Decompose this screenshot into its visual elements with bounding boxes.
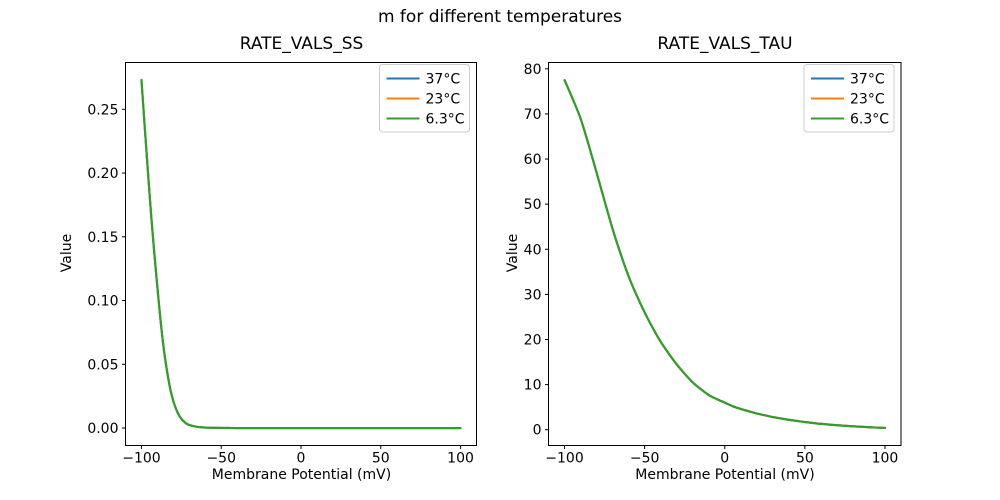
series-line-6.3c bbox=[563, 79, 887, 429]
legend-label: 23°C bbox=[426, 92, 461, 108]
subplot-title-rate-vals-tau: RATE_VALS_TAU bbox=[657, 34, 793, 54]
legend-label: 23°C bbox=[850, 92, 885, 108]
legend: 37°C 23°C 6.3°C bbox=[803, 64, 895, 133]
axes-frame bbox=[548, 62, 902, 446]
subplot-0: −100 −50 0 50 100 0.00 0.05 0.10 0.15 0.20 0.25 37°… bbox=[87, 62, 477, 467]
y-tick-label: 80 bbox=[524, 62, 542, 78]
y-tick-label: 0.20 bbox=[87, 166, 118, 182]
y-tick-label: 0.15 bbox=[87, 230, 118, 246]
x-tick-label: −50 bbox=[206, 451, 236, 467]
x-tick-label: 50 bbox=[372, 451, 390, 467]
y-tick-label: 0.10 bbox=[87, 294, 118, 310]
y-tick-label: 20 bbox=[524, 332, 542, 348]
legend-box bbox=[379, 64, 470, 133]
x-tick-label: 100 bbox=[447, 451, 474, 467]
legend-label: 37°C bbox=[426, 72, 461, 88]
x-axis-label-right: Membrane Potential (mV) bbox=[635, 467, 815, 483]
y-tick-label: 70 bbox=[524, 107, 542, 123]
x-tick-label: 0 bbox=[720, 451, 729, 467]
y-tick-label: 0 bbox=[533, 423, 542, 439]
x-tick-label: 100 bbox=[872, 451, 899, 467]
y-axis-label-left: Value bbox=[59, 233, 75, 273]
series-line-6.3c bbox=[140, 78, 462, 430]
y-tick-label: 0.05 bbox=[87, 357, 118, 373]
subplot-title-rate-vals-ss: RATE_VALS_SS bbox=[239, 34, 364, 54]
y-tick-label: 60 bbox=[524, 152, 542, 168]
legend: 37°C 23°C 6.3°C bbox=[379, 64, 470, 133]
x-tick-label: 50 bbox=[796, 451, 814, 467]
y-tick-label: 30 bbox=[524, 287, 542, 303]
y-tick-label: 10 bbox=[524, 378, 542, 394]
x-tick-label: −50 bbox=[630, 451, 660, 467]
x-tick-label: 0 bbox=[297, 451, 306, 467]
legend-label: 37°C bbox=[850, 72, 885, 88]
y-tick-label: 40 bbox=[524, 242, 542, 258]
legend-box bbox=[803, 64, 895, 133]
y-axis-label-right: Value bbox=[505, 233, 521, 273]
x-tick-label: −100 bbox=[122, 451, 160, 467]
figure-suptitle: m for different temperatures bbox=[377, 7, 623, 27]
axes-frame bbox=[125, 62, 477, 446]
legend-label: 6.3°C bbox=[850, 112, 889, 128]
x-tick-label: −100 bbox=[545, 451, 583, 467]
subplot-1: −100 −50 0 50 100 0 10 20 30 40 50 60 70 80 37°C 23°C 6.… bbox=[524, 62, 902, 467]
y-tick-label: 50 bbox=[524, 197, 542, 213]
y-tick-label: 0.25 bbox=[87, 102, 118, 118]
x-axis-label-left: Membrane Potential (mV) bbox=[211, 467, 392, 483]
legend-label: 6.3°C bbox=[426, 112, 465, 128]
y-tick-label: 0.00 bbox=[87, 421, 118, 437]
